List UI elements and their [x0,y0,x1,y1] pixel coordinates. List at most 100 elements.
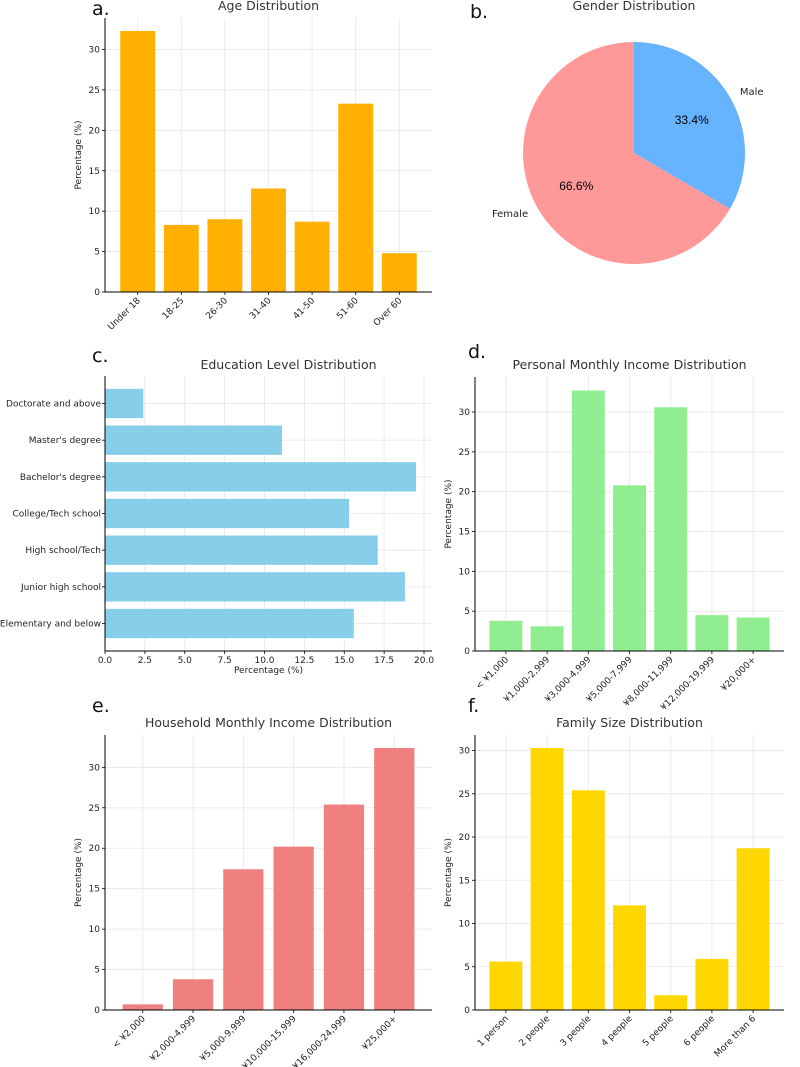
y-tick-label: 15 [459,528,470,538]
bar-age-0 [120,30,156,292]
bar-personal_income-2 [571,390,605,651]
y-tick-label: 10 [89,925,101,935]
x-tick-label: 7.5 [217,656,231,666]
panel-label-household_income: e. [92,695,110,717]
y-tick-label: 25 [459,790,470,800]
bar-household_income-3 [273,846,314,1010]
bar-household_income-1 [172,979,214,1010]
chart-title-family_size: Family Size Distribution [556,715,703,730]
x-tick-label: 12.5 [294,656,314,666]
y-tick-label: 5 [464,963,470,973]
bar-age-5 [338,103,374,293]
bar-education-3 [105,498,350,529]
bar-family_size-6 [736,848,770,1010]
y-tick-label: 15 [89,885,100,895]
bar-age-6 [381,253,417,292]
y-tick-label: 0 [94,288,100,298]
bar-personal_income-6 [736,617,770,651]
panel-label-family_size: f. [468,695,479,717]
pie-category-label-male: Male [740,87,764,98]
bar-household_income-5 [374,747,415,1010]
y-tick-label: 5 [94,966,100,976]
chart-title-education: Education Level Distribution [200,357,376,372]
y-tick-label: Junior high school [20,583,101,593]
y-tick-label: 20 [459,488,471,498]
y-tick-label: 10 [459,567,471,577]
pie-value-label-male: 33.4% [675,113,709,127]
x-tick-label: 10.0 [254,656,274,666]
chart-title-gender: Gender Distribution [573,0,696,13]
y-tick-label: 10 [459,920,471,930]
y-tick-label: Master's degree [29,436,102,446]
pie-slice-female [523,42,730,264]
y-axis-label: Percentage (%) [74,120,84,189]
bar-household_income-0 [122,1004,163,1010]
bar-education-2 [105,462,417,492]
x-axis-label: Percentage (%) [234,666,303,676]
chart-title-household_income: Household Monthly Income Distribution [145,715,392,730]
bar-education-4 [105,535,378,565]
bar-family_size-2 [571,790,605,1010]
y-tick-label: 25 [89,86,100,96]
bar-family_size-3 [613,905,646,1010]
pie-slice-male [634,42,746,209]
y-tick-label: Doctorate and above [6,400,101,410]
bar-age-4 [294,221,330,292]
bar-personal_income-3 [613,485,646,651]
panel-label-gender: b. [470,1,488,23]
x-tick-label: 17.5 [374,656,394,666]
y-tick-label: 0 [464,647,470,657]
bar-family_size-1 [530,747,564,1010]
chart-title-age: Age Distribution [218,0,319,13]
y-tick-label: Bachelor's degree [20,473,102,483]
pie-value-label-female: 66.6% [559,179,593,193]
y-axis-label: Percentage (%) [444,479,454,548]
bar-family_size-4 [654,995,688,1010]
pie-category-label-female: Female [492,209,528,220]
y-tick-label: High school/Tech [25,546,101,556]
bar-education-0 [105,388,144,419]
chart-gender: 33.4% Male 66.6% Female [492,42,764,264]
bar-personal_income-5 [695,615,729,651]
y-tick-label: College/Tech school [13,510,101,520]
x-tick-label: 15.0 [334,656,354,666]
y-tick-label: 5 [94,248,100,258]
x-tick-label: 20.0 [414,656,434,666]
y-tick-label: 25 [459,448,470,458]
y-axis-label: Percentage (%) [74,838,84,907]
y-tick-label: 0 [464,1006,470,1016]
x-tick-label: 2.5 [138,656,152,666]
y-tick-label: 20 [89,844,101,854]
y-tick-label: 30 [459,747,471,757]
y-tick-label: 5 [464,607,470,617]
y-tick-label: 20 [459,833,471,843]
bar-age-1 [163,224,199,292]
panel-label-personal_income: d. [468,341,486,363]
x-tick-label: 0.0 [98,656,113,666]
bar-family_size-0 [489,961,523,1010]
bar-education-5 [105,572,405,602]
y-tick-label: 15 [89,167,100,177]
y-tick-label: 0 [94,1006,100,1016]
y-tick-label: 30 [89,46,101,56]
y-tick-label: 20 [89,126,101,136]
panel-label-education: c. [92,345,109,367]
bar-education-6 [105,608,354,639]
y-tick-label: Elementary and below [0,620,101,630]
chart-title-personal_income: Personal Monthly Income Distribution [512,357,746,372]
bar-household_income-2 [223,869,264,1010]
bar-household_income-4 [323,804,365,1010]
bar-age-3 [251,188,286,292]
y-tick-label: 25 [89,804,100,814]
bar-age-2 [207,219,243,292]
y-tick-label: 30 [89,763,101,773]
y-tick-label: 15 [459,876,470,886]
panel-label-age: a. [92,0,110,20]
bar-personal_income-1 [530,626,564,651]
bar-personal_income-4 [654,407,688,651]
y-tick-label: 30 [459,408,471,418]
y-axis-label: Percentage (%) [444,838,454,907]
bar-education-1 [105,425,283,455]
y-tick-label: 10 [89,207,101,217]
